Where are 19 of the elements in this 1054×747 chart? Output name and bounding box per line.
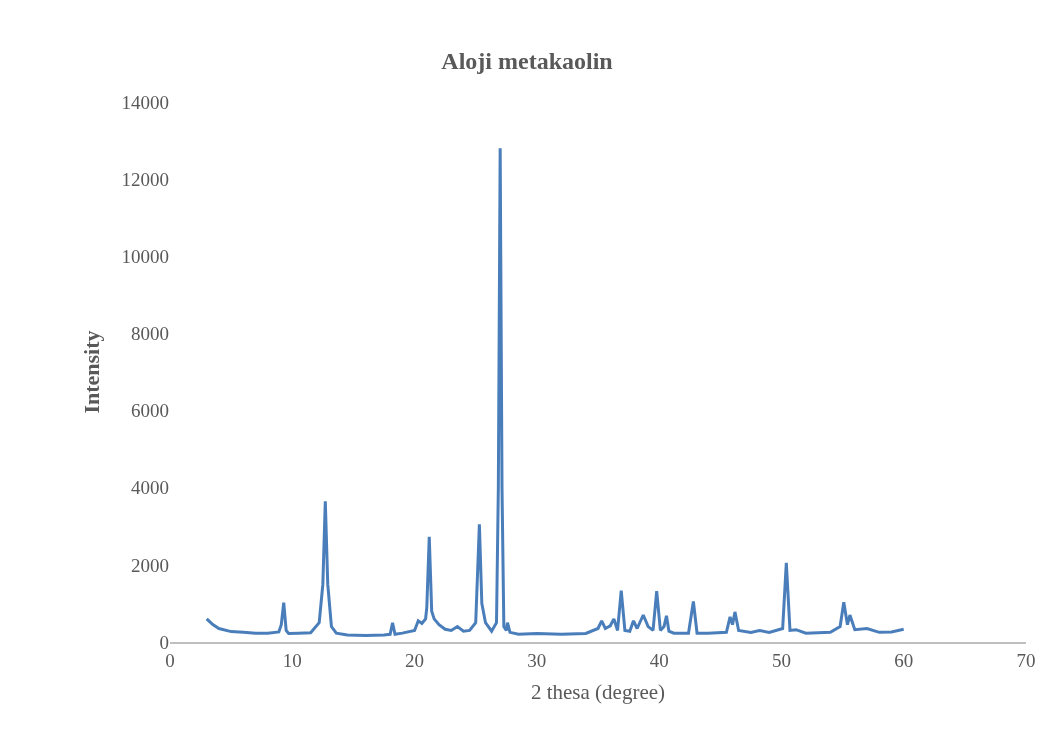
y-tick-label: 10000 [121,245,169,267]
y-tick-label: 4000 [131,477,169,499]
x-tick-label: 30 [527,649,547,671]
x-tick-label: 60 [894,649,914,671]
y-axis-title: Intensity [79,330,105,414]
y-tick-label: 8000 [131,323,169,345]
x-tick-label: 70 [1016,649,1036,671]
x-tick-label: 40 [649,649,669,671]
y-tick-label: 2000 [131,554,169,576]
x-tick-label: 50 [771,649,791,671]
line-series [205,146,906,637]
y-tick-label: 0 [159,631,169,653]
x-tick-label: 10 [282,649,302,671]
x-tick-label: 20 [405,649,425,671]
y-tick-label: 12000 [121,168,169,190]
chart-title: Aloji metakaolin [441,48,613,75]
x-axis-title: 2 thesa (degree) [530,680,666,705]
y-tick-label: 14000 [121,91,169,113]
y-tick-label: 6000 [131,400,169,422]
